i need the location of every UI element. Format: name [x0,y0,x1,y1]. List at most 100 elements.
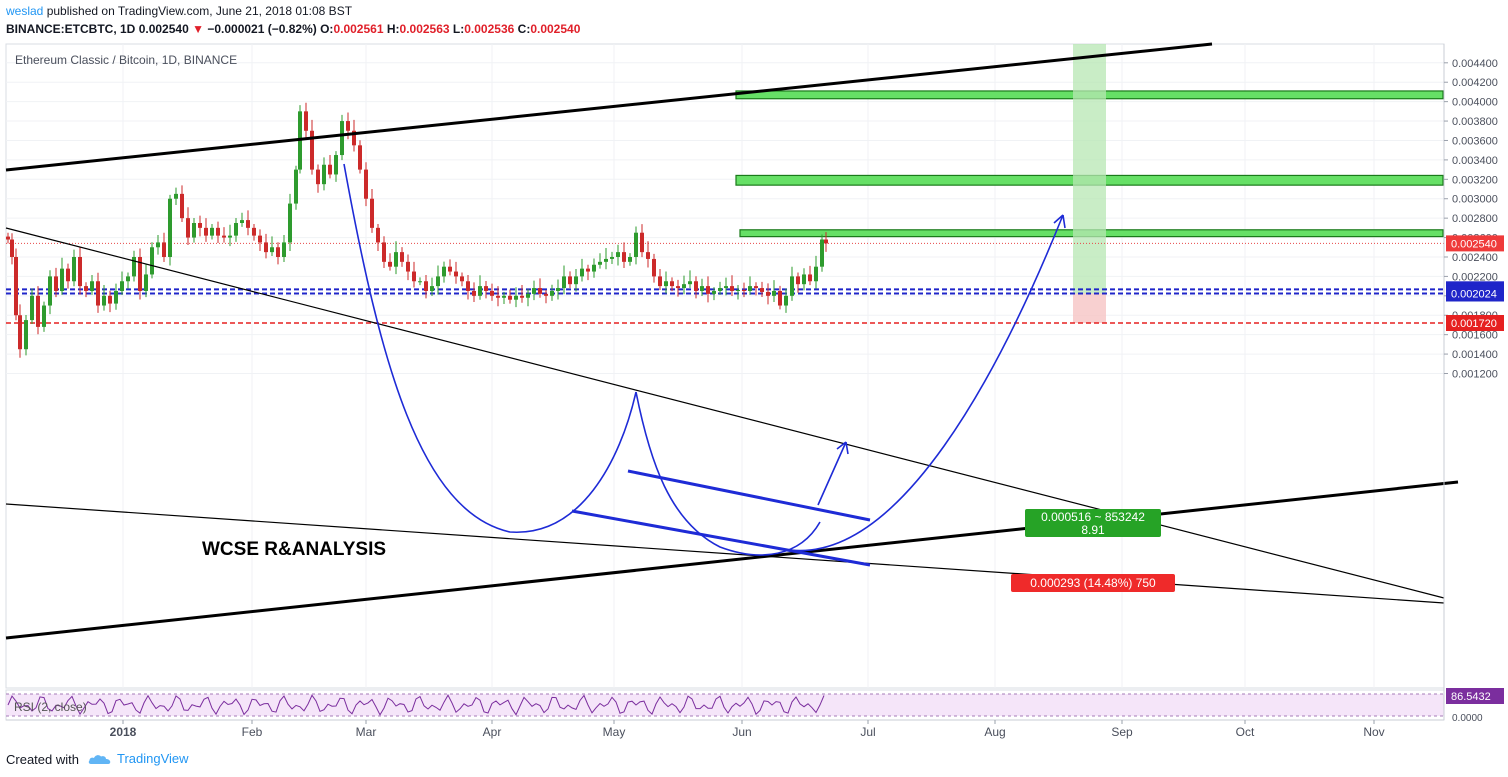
candle [778,285,782,310]
chart-area[interactable]: 0.000516 ~ 853242 8.91 0.000293 (14.48%) 7… [0,42,1508,739]
candle [718,281,722,295]
candle-body [66,268,70,282]
candle-body [126,276,130,282]
candle-body [604,258,608,262]
candle-body [760,288,764,292]
candle [282,235,286,263]
candle [748,276,752,295]
candle-body [10,239,14,257]
candle [174,187,178,205]
open-value: 0.002561 [333,22,384,36]
candle [628,253,632,266]
candle-body [538,288,542,294]
author-link[interactable]: weslad [6,4,44,18]
wedge-lower-line [571,509,871,567]
candle [550,284,554,301]
candle [388,253,392,271]
candle [42,301,46,332]
rsi-line [7,694,825,716]
candle [204,218,208,242]
candle-body [96,281,100,306]
y-tick-label: 0.001600 [1452,330,1498,342]
candle-body [754,286,758,289]
candle [574,269,578,292]
candle-body [544,293,548,296]
candle [706,276,710,303]
candle [824,232,828,252]
chart-title: Ethereum Classic / Bitcoin, 1D, BINANCE [15,53,237,67]
publish-info: weslad published on TradingView.com, Jun… [6,4,352,18]
candle [454,261,458,284]
candle [234,217,238,242]
candle [102,284,106,311]
candle [742,282,746,298]
ohlc-legend: BINANCE:ETCBTC, 1D 0.002540 ▼ −0.000021 … [6,22,580,36]
candle [394,241,398,275]
stop-tag-label: 0.001720 [1451,318,1497,330]
candle-body [610,256,614,259]
target-shade [1073,44,1106,294]
candle-body [162,242,166,257]
candle [18,304,22,358]
x-tick-label: May [603,725,626,739]
created-with-text: Created with [6,752,79,767]
tradingview-link[interactable]: TradingView [117,751,189,766]
candle-body [216,227,220,236]
candle [108,290,112,313]
projection-curve [789,214,1064,552]
tradingview-logo-icon [88,754,111,764]
candle [520,284,524,303]
candle [802,268,806,291]
tradingview-brand[interactable]: TradingView [88,751,189,766]
candle [310,119,314,175]
candle-body [724,286,728,289]
rsi-value-tag [1446,688,1504,704]
candle [568,271,572,289]
candle [294,165,298,210]
candle [264,233,268,259]
candle-body [778,290,782,306]
candle [412,261,416,288]
candle [436,265,440,295]
candle [682,275,686,295]
candle [406,254,410,281]
candle-body [406,261,410,272]
candle [418,277,422,286]
candle-body [796,276,800,285]
lower-trendline [5,503,1445,604]
candle [316,164,320,193]
annotation-text: WCSE R&ANALYSIS [202,539,386,560]
candle [304,102,308,139]
candle-body [574,276,578,285]
candle-body [790,276,794,296]
short-arrow [817,441,849,506]
candle-body [466,281,470,291]
candle-body [664,281,668,287]
candle-body [634,232,638,257]
footer: Created with TradingView [0,742,1508,777]
candle-body [688,281,692,285]
candle-body [508,295,512,300]
candle [424,275,428,299]
candle-body [808,274,812,282]
candle-body [478,286,482,296]
x-tick-label: 2018 [110,725,137,739]
candle-body [186,218,190,238]
candle [54,267,58,298]
candle-body [210,227,214,236]
open-label: O: [320,22,334,36]
x-tick-label: Jun [732,725,751,739]
candle-body [204,227,208,236]
target-ratio-text: 8.91 [1081,523,1105,537]
candle-body [288,203,292,243]
candle-body [36,295,40,327]
candle-body [258,235,262,243]
candle [508,289,512,304]
candle-body [322,164,326,185]
x-tick-label: Nov [1363,725,1384,739]
candle-body [282,242,286,257]
candle-body [264,242,268,253]
candle [144,263,148,298]
candle-body [802,274,806,285]
